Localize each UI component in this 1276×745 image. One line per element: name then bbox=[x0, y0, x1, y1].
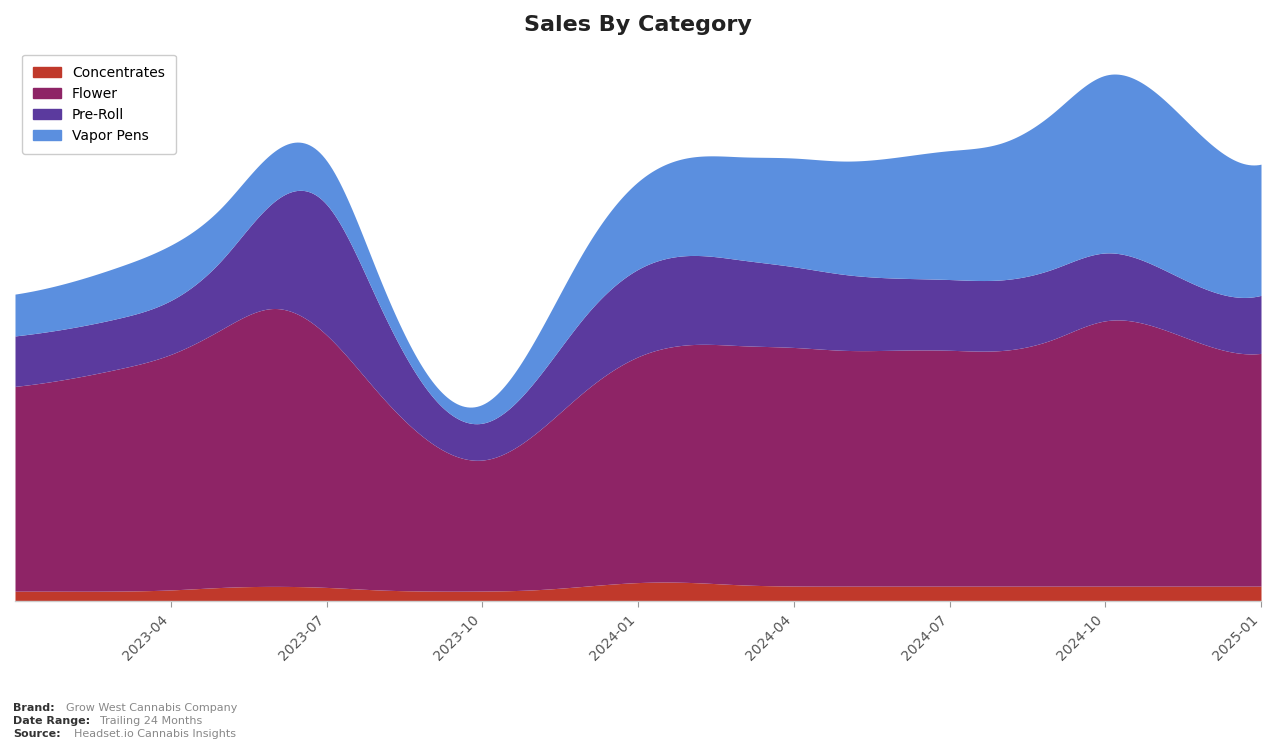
Legend: Concentrates, Flower, Pre-Roll, Vapor Pens: Concentrates, Flower, Pre-Roll, Vapor Pe… bbox=[22, 54, 176, 153]
Text: Trailing 24 Months: Trailing 24 Months bbox=[100, 716, 202, 726]
Text: Grow West Cannabis Company: Grow West Cannabis Company bbox=[66, 703, 237, 714]
Text: Source:: Source: bbox=[13, 729, 60, 739]
Text: Headset.io Cannabis Insights: Headset.io Cannabis Insights bbox=[74, 729, 236, 739]
Text: Brand:: Brand: bbox=[13, 703, 55, 714]
Title: Sales By Category: Sales By Category bbox=[524, 15, 752, 35]
Text: Date Range:: Date Range: bbox=[13, 716, 89, 726]
